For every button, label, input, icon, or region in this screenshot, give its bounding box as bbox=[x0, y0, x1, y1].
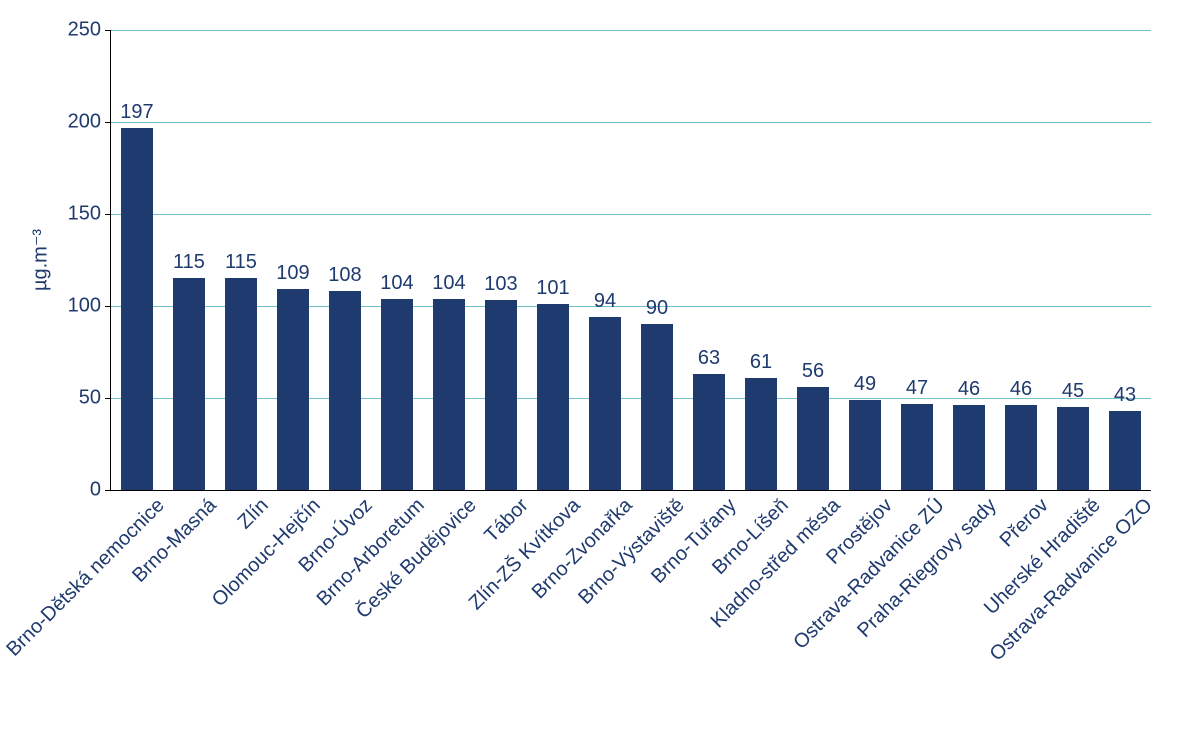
gridline bbox=[111, 398, 1151, 399]
plot-area: 050100150200250197Brno-Dětská nemocnice1… bbox=[110, 30, 1151, 491]
y-tick-label: 0 bbox=[90, 479, 111, 502]
bar-value-label: 46 bbox=[958, 378, 980, 405]
bar-value-label: 45 bbox=[1062, 380, 1084, 407]
bar-value-label: 61 bbox=[750, 351, 772, 378]
bar-value-label: 101 bbox=[536, 277, 569, 304]
gridline bbox=[111, 306, 1151, 307]
bar-value-label: 94 bbox=[594, 290, 616, 317]
bar-value-label: 197 bbox=[120, 101, 153, 128]
bar-value-label: 43 bbox=[1114, 384, 1136, 411]
bar: 47 bbox=[901, 404, 932, 490]
bar: 101 bbox=[537, 304, 568, 490]
bar: 115 bbox=[225, 278, 256, 490]
bar: 56 bbox=[797, 387, 828, 490]
bar: 197 bbox=[121, 128, 152, 490]
bar: 61 bbox=[745, 378, 776, 490]
y-tick-label: 100 bbox=[68, 295, 111, 318]
bar: 104 bbox=[433, 299, 464, 490]
y-tick-label: 200 bbox=[68, 111, 111, 134]
bar-value-label: 115 bbox=[225, 251, 257, 278]
bar: 43 bbox=[1109, 411, 1140, 490]
y-tick-label: 50 bbox=[79, 387, 111, 410]
y-tick-label: 150 bbox=[68, 203, 111, 226]
y-axis-label: µg.m⁻³ bbox=[28, 229, 53, 291]
bar-value-label: 115 bbox=[173, 251, 205, 278]
bar: 94 bbox=[589, 317, 620, 490]
bar-value-label: 56 bbox=[802, 360, 824, 387]
bar-value-label: 46 bbox=[1010, 378, 1032, 405]
bar: 104 bbox=[381, 299, 412, 490]
bar-value-label: 109 bbox=[276, 262, 309, 289]
bar-value-label: 104 bbox=[432, 272, 465, 299]
bar: 109 bbox=[277, 289, 308, 490]
bar: 90 bbox=[641, 324, 672, 490]
bar-value-label: 90 bbox=[646, 297, 668, 324]
bar: 49 bbox=[849, 400, 880, 490]
bar: 108 bbox=[329, 291, 360, 490]
bar: 46 bbox=[953, 405, 984, 490]
bar-value-label: 63 bbox=[698, 347, 720, 374]
bar-value-label: 108 bbox=[328, 264, 361, 291]
bar-value-label: 104 bbox=[380, 272, 413, 299]
bar: 46 bbox=[1005, 405, 1036, 490]
gridline bbox=[111, 30, 1151, 31]
concentration-bar-chart: 050100150200250197Brno-Dětská nemocnice1… bbox=[0, 0, 1200, 750]
gridline bbox=[111, 122, 1151, 123]
y-tick-label: 250 bbox=[68, 19, 111, 42]
bar-value-label: 103 bbox=[484, 273, 517, 300]
bar: 63 bbox=[693, 374, 724, 490]
bar-value-label: 49 bbox=[854, 373, 876, 400]
bar: 45 bbox=[1057, 407, 1088, 490]
gridline bbox=[111, 214, 1151, 215]
bar: 115 bbox=[173, 278, 204, 490]
bar: 103 bbox=[485, 300, 516, 490]
bar-value-label: 47 bbox=[906, 377, 928, 404]
